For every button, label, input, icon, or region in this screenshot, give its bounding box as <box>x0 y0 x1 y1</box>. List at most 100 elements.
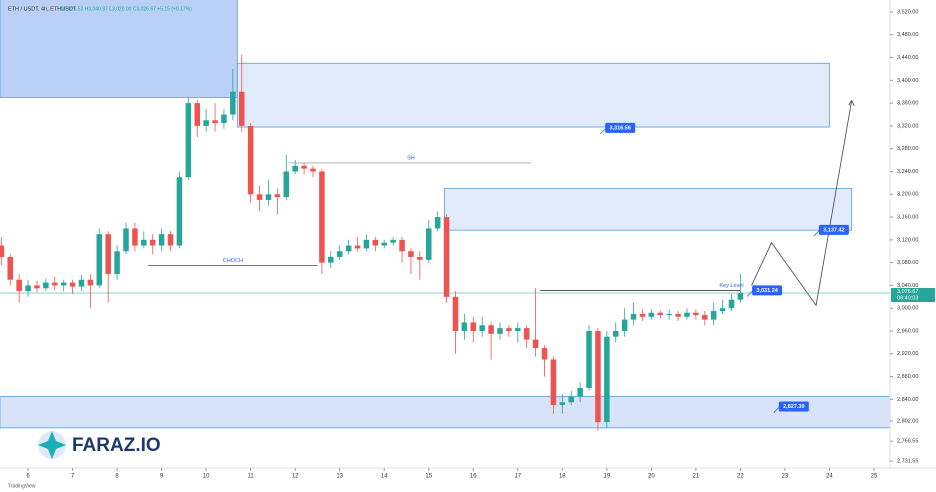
candle-body <box>0 245 5 257</box>
candle-body <box>532 339 539 349</box>
x-tick-label: 10 <box>203 474 210 480</box>
x-tick-label: 6 <box>26 474 30 480</box>
candle-body <box>612 330 619 337</box>
candle-body <box>675 313 681 317</box>
candle-body <box>648 312 655 317</box>
x-tick-label: 25 <box>871 474 878 480</box>
candle-body <box>417 256 423 260</box>
candle-body <box>363 239 370 249</box>
candle-body <box>639 313 646 317</box>
price-tag <box>752 285 783 296</box>
candle-body <box>265 194 272 200</box>
y-tick-label: 3,400.00 <box>897 78 918 84</box>
candle-body <box>52 282 58 286</box>
y-tick-label: 3,280.00 <box>897 146 918 152</box>
candle-body <box>25 285 31 292</box>
x-tick-label: 13 <box>336 474 343 480</box>
candle-body <box>568 396 574 403</box>
candle-body <box>479 325 485 331</box>
level-label: CHOCH <box>223 258 243 264</box>
y-tick-label: 3,000.00 <box>897 306 918 312</box>
projection-arrow <box>848 100 855 106</box>
candle-body <box>60 282 67 286</box>
y-tick-label: 2,766.55 <box>897 439 918 445</box>
y-tick-label: 2,920.00 <box>897 351 918 357</box>
y-tick-label: 3,040.00 <box>897 283 918 289</box>
candle-body <box>256 194 263 200</box>
zone <box>0 396 891 429</box>
y-tick-label: 3,480.00 <box>897 32 918 38</box>
x-tick-label: 11 <box>248 474 255 480</box>
candle-body <box>702 315 708 320</box>
candle-body <box>577 387 583 397</box>
y-tick-label: 3,080.00 <box>897 260 918 266</box>
candle-body <box>194 103 200 126</box>
x-tick-label: 14 <box>381 474 388 480</box>
candle-body <box>212 120 218 124</box>
y-tick-label: 3,120.00 <box>897 237 918 243</box>
candle-body <box>710 311 717 320</box>
candle-body <box>78 279 85 287</box>
y-tick-label: 3,200.00 <box>897 192 918 198</box>
x-tick-label: 16 <box>470 474 477 480</box>
level-label: Key Level <box>719 283 743 289</box>
candle-body <box>408 251 414 257</box>
y-tick-label: 3,320.00 <box>897 123 918 129</box>
last-price-label: 3,026.67 <box>897 289 918 295</box>
candle-body <box>149 239 156 246</box>
candle-body <box>719 308 726 312</box>
x-tick-label: 20 <box>648 474 655 480</box>
candle-body <box>390 239 396 243</box>
last-price-time: 09:40:03 <box>897 295 918 301</box>
candle-body <box>461 322 468 331</box>
candle-body <box>96 234 103 286</box>
price-tag <box>778 401 809 412</box>
price-tag <box>818 224 849 235</box>
candle-body <box>515 328 521 331</box>
y-tick-label: 3,240.00 <box>897 169 918 175</box>
x-tick-label: 23 <box>782 474 789 480</box>
candle-body <box>497 328 503 334</box>
candle-body <box>630 313 637 320</box>
candle-body <box>301 165 307 169</box>
candle-body <box>604 336 610 423</box>
candle-body <box>176 177 183 246</box>
candle-body <box>541 348 548 360</box>
price-tag-label: 2,827.39 <box>783 404 804 410</box>
candle-body <box>132 228 138 246</box>
x-tick-label: 24 <box>826 474 833 480</box>
candle-body <box>595 330 601 423</box>
logo-icon <box>38 431 66 459</box>
level-label: SH <box>407 155 415 161</box>
candle-body <box>506 328 512 331</box>
candle-body <box>274 194 281 198</box>
y-tick-label: 3,520.00 <box>897 9 918 15</box>
candle-body <box>221 114 227 124</box>
candle-body <box>443 217 450 297</box>
x-tick-label: 15 <box>425 474 432 480</box>
projection <box>751 100 853 307</box>
price-tag-label: 3,031.24 <box>756 288 778 294</box>
zone <box>443 188 853 231</box>
y-tick-label: 3,360.00 <box>897 101 918 107</box>
price-tag-label: 3,137.42 <box>823 227 844 233</box>
ohlc: O3,021.52 H3,040.87 L3,020.00 C3,026.67 … <box>60 6 192 12</box>
y-tick-label: 2,840.00 <box>897 397 918 403</box>
candle-body <box>737 293 744 300</box>
candle-body <box>621 319 628 331</box>
y-tick-label: 3,160.00 <box>897 215 918 221</box>
candle-body <box>328 256 334 263</box>
zone <box>0 0 238 98</box>
y-tick-label: 2,802.00 <box>897 418 918 424</box>
last-price-tag <box>891 288 935 303</box>
candle-body <box>666 313 672 316</box>
brand: FARAZ.IO <box>72 435 161 456</box>
candle-body <box>336 251 343 257</box>
price-tag <box>605 122 636 133</box>
candle-body <box>586 330 592 388</box>
x-tick-label: 21 <box>693 474 700 480</box>
candle-body <box>292 165 298 172</box>
candle-body <box>185 103 192 178</box>
candle-body <box>7 256 14 280</box>
